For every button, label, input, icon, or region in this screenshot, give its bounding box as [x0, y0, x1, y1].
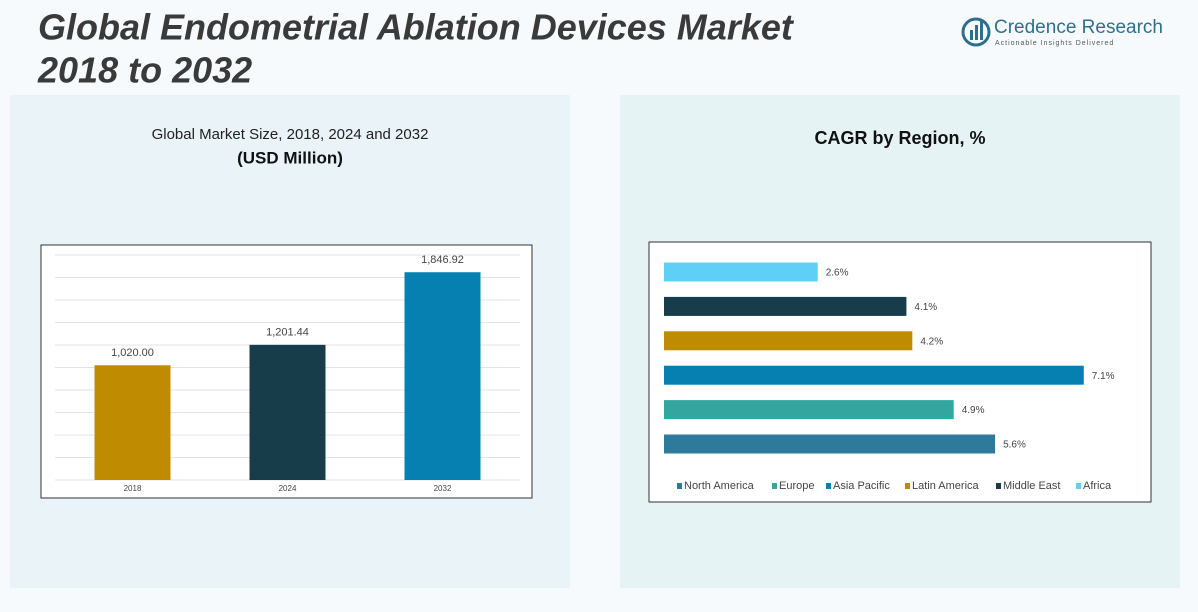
- value-label: 4.9%: [962, 405, 985, 416]
- value-label: 7.1%: [1092, 371, 1115, 382]
- chart-subtitle: (USD Million): [237, 148, 343, 167]
- legend-swatch: [826, 483, 831, 489]
- bar: [664, 296, 907, 316]
- bar: [664, 400, 954, 420]
- legend-swatch: [996, 483, 1001, 489]
- legend-swatch: [772, 483, 777, 489]
- bar: [664, 434, 996, 454]
- bar: [249, 344, 326, 480]
- value-label: 5.6%: [1003, 440, 1026, 451]
- page-title: Global Endometrial Ablation Devices Mark…: [38, 7, 795, 48]
- bar: [664, 331, 913, 351]
- value-label: 2.6%: [826, 268, 849, 279]
- bar: [404, 272, 481, 480]
- page-title: 2018 to 2032: [37, 50, 252, 91]
- value-label: 4.1%: [914, 302, 937, 313]
- value-label: 4.2%: [920, 336, 943, 347]
- value-label: 1,201.44: [266, 327, 309, 339]
- legend-swatch: [677, 483, 682, 489]
- legend-label: Africa: [1083, 480, 1112, 492]
- value-label: 1,846.92: [421, 254, 464, 266]
- logo-icon: [970, 30, 973, 40]
- legend-swatch: [1076, 483, 1081, 489]
- chart-title: Global Market Size, 2018, 2024 and 2032: [152, 126, 429, 143]
- legend-label: Asia Pacific: [833, 480, 890, 492]
- legend-label: Middle East: [1003, 480, 1060, 492]
- logo-icon: [980, 21, 983, 40]
- x-tick-label: 2024: [279, 484, 297, 493]
- bar: [664, 365, 1084, 385]
- x-tick-label: 2018: [124, 484, 142, 493]
- legend-swatch: [905, 483, 910, 489]
- bar: [664, 262, 818, 282]
- brand-name: Credence Research: [994, 17, 1163, 38]
- x-tick-label: 2032: [434, 484, 452, 493]
- logo: Credence Research Actionable Insights De…: [961, 17, 1163, 47]
- bar: [94, 365, 171, 480]
- logo-icon: [975, 25, 978, 40]
- legend-label: North America: [684, 480, 755, 492]
- legend-label: Latin America: [912, 480, 980, 492]
- legend-label: Europe: [779, 480, 814, 492]
- chart-title: CAGR by Region, %: [814, 128, 985, 148]
- brand-tagline: Actionable Insights Delivered: [995, 40, 1114, 47]
- value-label: 1,020.00: [111, 347, 154, 359]
- logo-icon: [961, 17, 991, 47]
